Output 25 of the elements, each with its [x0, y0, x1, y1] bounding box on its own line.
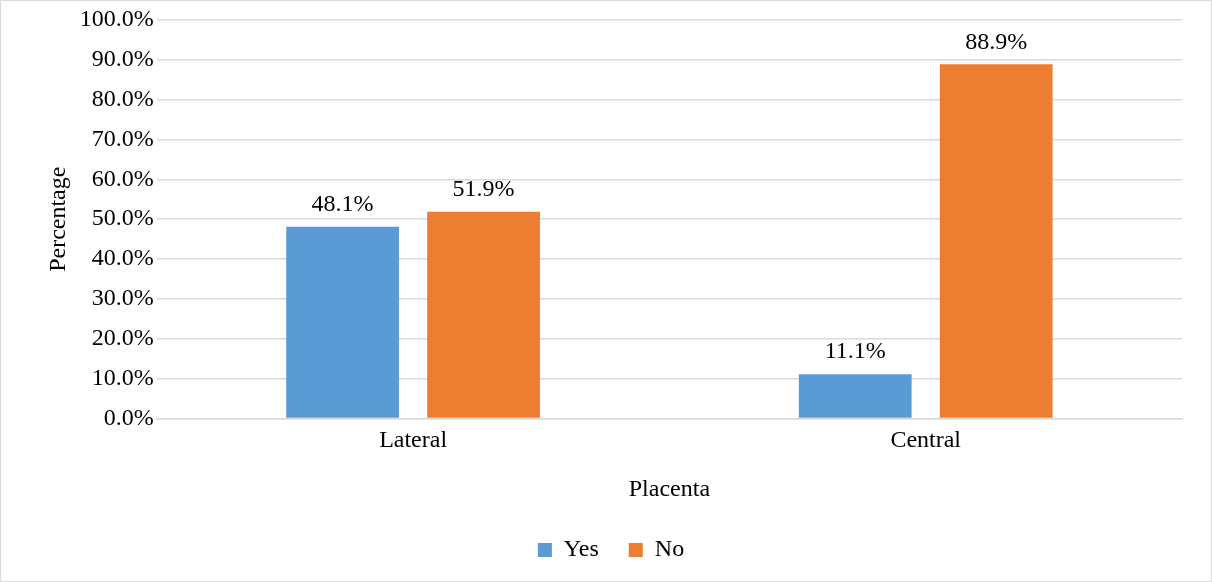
x-tick-label: Lateral: [379, 426, 448, 453]
y-tick-label: 50.0%: [91, 204, 154, 231]
data-label: 11.1%: [824, 337, 886, 364]
y-tick-label: 10.0%: [91, 363, 154, 390]
y-axis-title: Percentage: [43, 166, 70, 272]
y-tick-label: 30.0%: [91, 284, 154, 311]
y-tick-label: 40.0%: [91, 244, 154, 271]
y-tick-label: 20.0%: [91, 324, 154, 351]
y-tick-label: 100.0%: [79, 5, 154, 32]
legend-label: No: [654, 535, 685, 562]
x-axis-title: Placenta: [628, 474, 711, 501]
data-label: 48.1%: [311, 190, 374, 217]
y-tick-label: 80.0%: [91, 84, 154, 111]
legend-label: Yes: [563, 535, 599, 562]
bar: [286, 226, 399, 418]
data-label: 88.9%: [965, 27, 1028, 54]
bar: [427, 211, 540, 418]
data-label: 51.9%: [452, 174, 515, 201]
y-tick-label: 0.0%: [103, 403, 154, 430]
y-tick-label: 90.0%: [91, 45, 154, 72]
y-tick-label: 70.0%: [91, 124, 154, 151]
x-tick-label: Central: [890, 426, 962, 453]
bar: [798, 374, 912, 418]
y-tick-label: 60.0%: [91, 164, 154, 191]
bar: [939, 64, 1053, 418]
